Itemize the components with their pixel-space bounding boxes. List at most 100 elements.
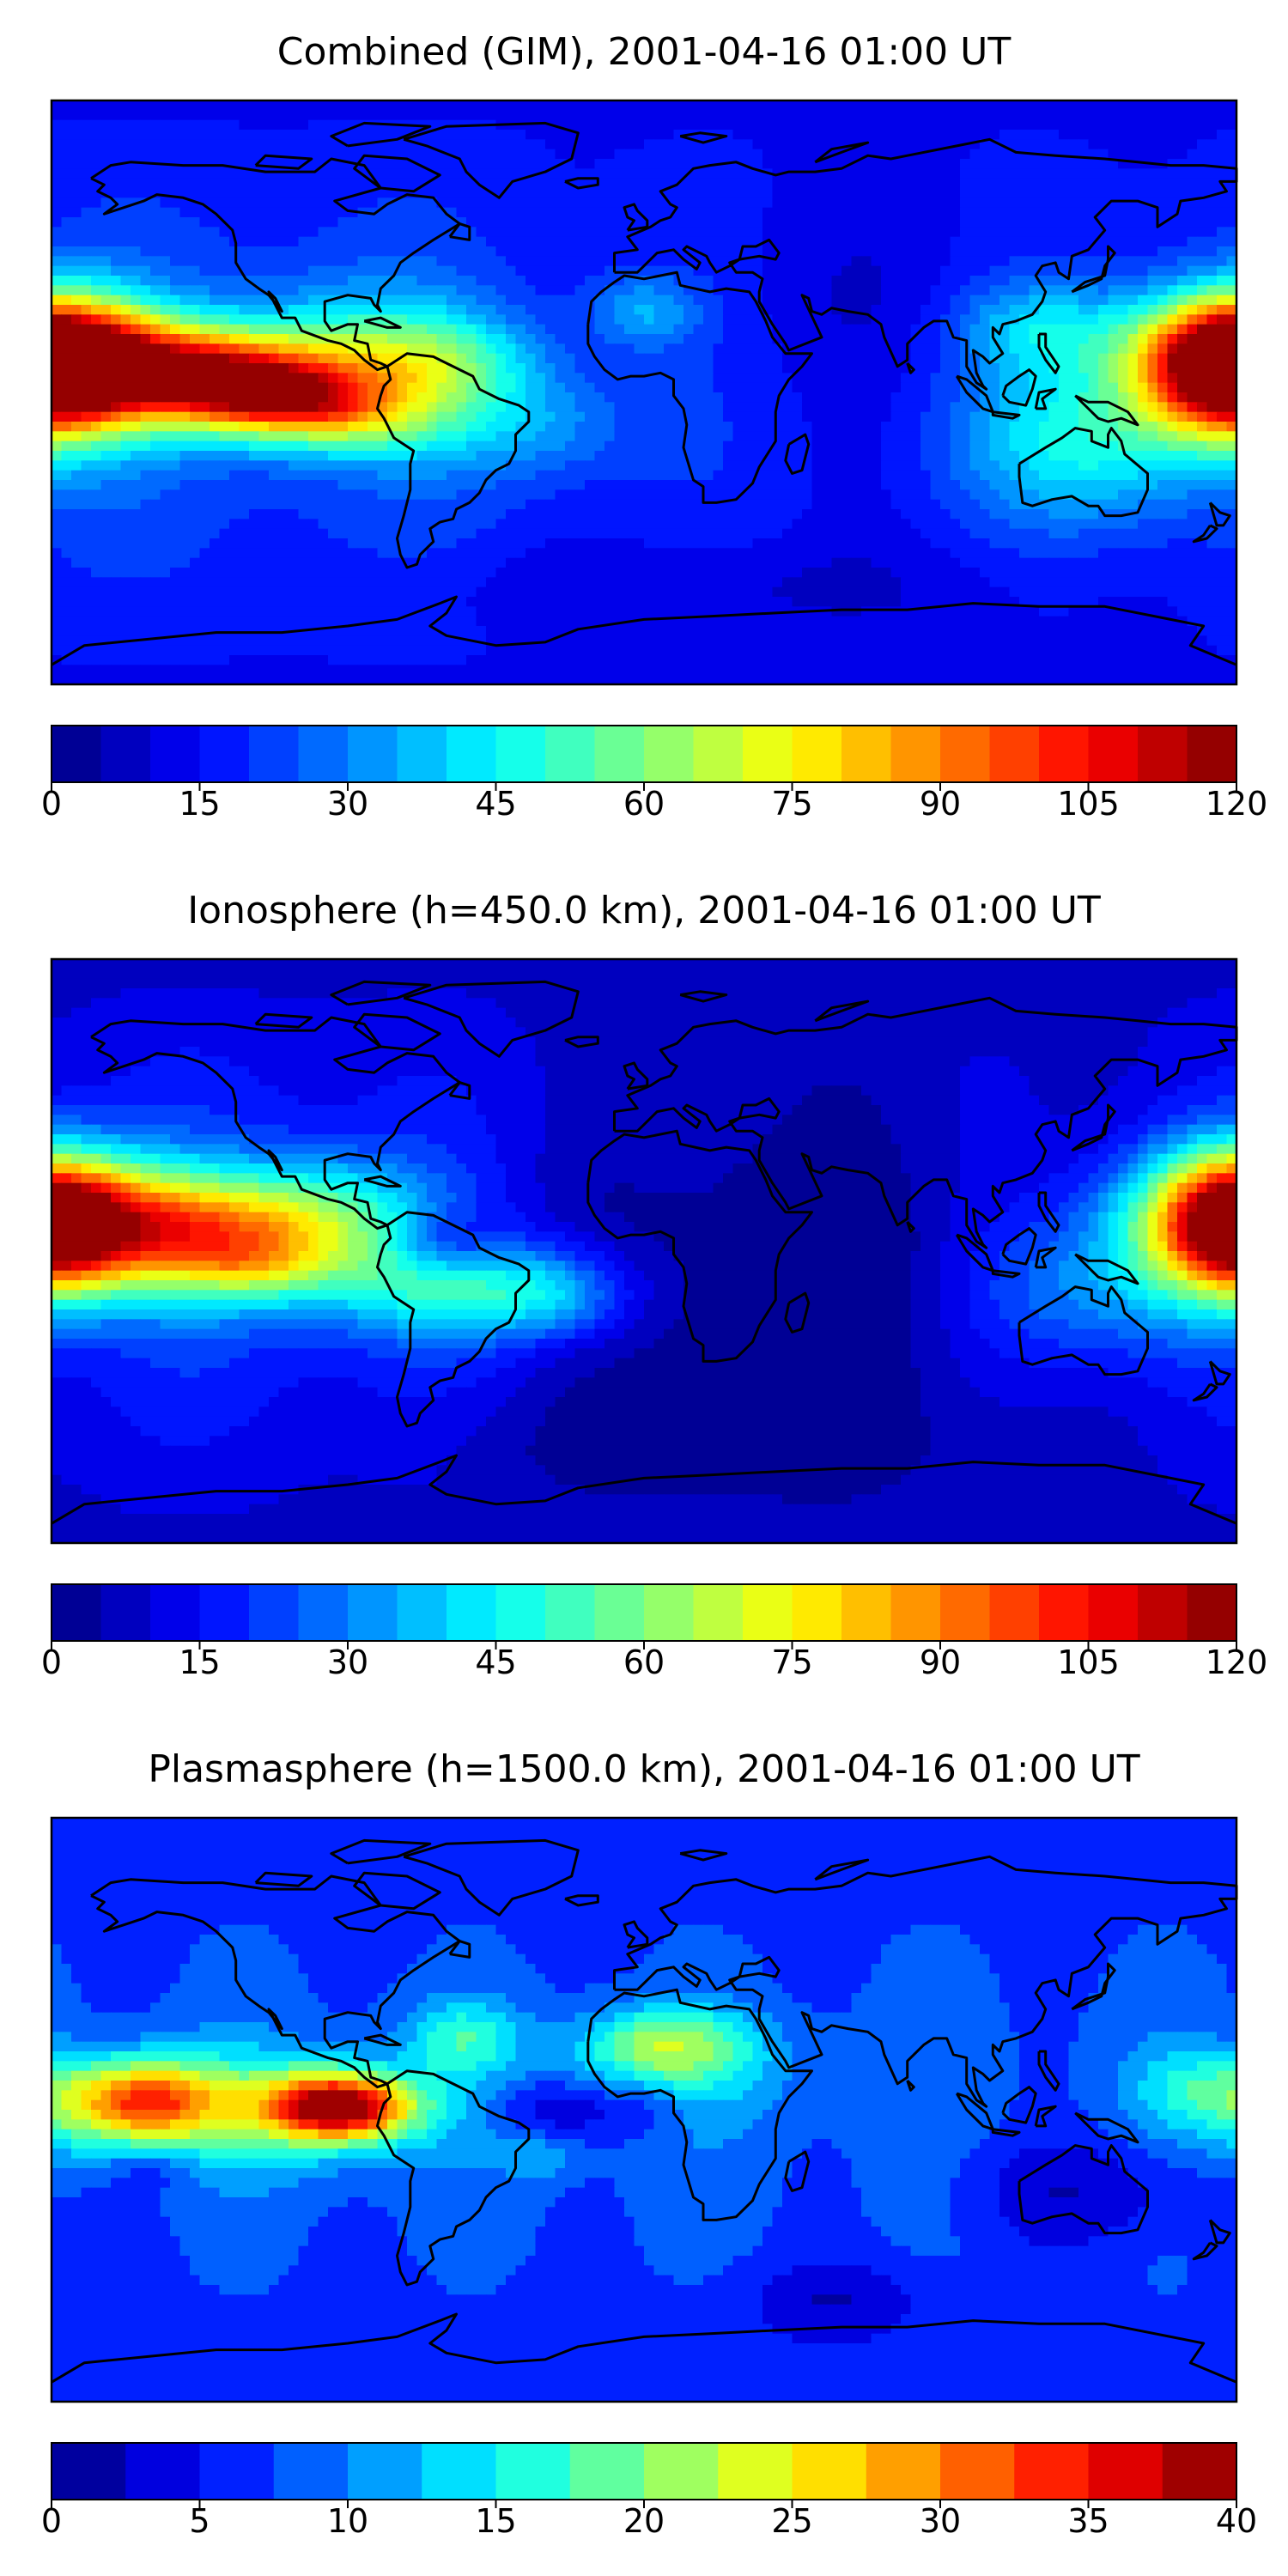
colorbar-segment <box>1162 2443 1237 2500</box>
heatmap-field <box>52 1818 1237 2403</box>
colorbar-segment <box>940 1584 990 1641</box>
colorbar-segment <box>298 726 349 782</box>
map-frame <box>50 99 1238 686</box>
colorbar-tick-label: 20 <box>623 2502 665 2540</box>
colorbar-tick-label: 30 <box>920 2502 961 2540</box>
colorbar-segment <box>841 1584 891 1641</box>
colorbar-segment <box>150 1584 200 1641</box>
colorbar-segment <box>298 1584 349 1641</box>
coastlines <box>51 121 1238 666</box>
colorbar-tick-label: 105 <box>1057 785 1120 823</box>
colorbar-segment <box>1039 1584 1089 1641</box>
colorbar-tick-label: 75 <box>771 1643 812 1681</box>
colorbar-segment <box>447 1584 496 1641</box>
colorbar-segment <box>397 726 447 782</box>
colorbar-tick-label: 120 <box>1206 785 1268 823</box>
colorbar-segment <box>348 2443 422 2500</box>
colorbar: 0 15 30 45 60 75 90 105 120 <box>41 725 1268 823</box>
colorbar-tick-label: 105 <box>1057 1643 1120 1681</box>
colorbar-segment <box>792 1584 842 1641</box>
colorbar-segment <box>495 1584 546 1641</box>
colorbar-tick-label: 25 <box>771 2502 812 2540</box>
colorbar-segment <box>52 726 101 782</box>
colorbar-tick-label: 60 <box>623 785 665 823</box>
colorbar-segment <box>150 726 200 782</box>
colorbar-tick-label: 120 <box>1206 1643 1268 1681</box>
colorbar-segment <box>495 2443 571 2500</box>
colorbar-segment <box>545 1584 595 1641</box>
panel-title: Ionosphere (h=450.0 km), 2001-04-16 01:0… <box>187 889 1101 933</box>
colorbar-segment <box>249 726 299 782</box>
colorbar-tick-label: 40 <box>1216 2502 1257 2540</box>
colorbar-tick-label: 90 <box>920 1643 961 1681</box>
colorbar-tick-label: 35 <box>1067 2502 1109 2540</box>
map-frame <box>50 1816 1238 2403</box>
colorbar-segment <box>1187 726 1237 782</box>
colorbar: 0 5 10 15 20 25 30 35 40 <box>41 2442 1257 2540</box>
colorbar-segment <box>348 726 398 782</box>
colorbar-segment <box>940 2443 1015 2500</box>
map-frame <box>50 957 1238 1545</box>
colorbar-tick-label: 0 <box>41 2502 62 2540</box>
map-panel-1: Combined (GIM), 2001-04-16 01:00 UT 0 15 30… <box>41 30 1267 823</box>
colorbar-segment <box>1187 1584 1237 1641</box>
colorbar-segment <box>249 1584 299 1641</box>
colorbar-tick-label: 5 <box>189 2502 210 2540</box>
colorbar-tick-label: 15 <box>475 2502 516 2540</box>
colorbar-tick-label: 10 <box>327 2502 368 2540</box>
colorbar-tick-label: 75 <box>771 785 812 823</box>
colorbar-segment <box>545 726 595 782</box>
colorbar-segment <box>866 2443 941 2500</box>
coastlines <box>51 1838 1238 2384</box>
colorbar-segment <box>644 2443 719 2500</box>
colorbar-segment <box>693 726 744 782</box>
colorbar-segment <box>125 2443 200 2500</box>
colorbar-tick-label: 45 <box>475 1643 516 1681</box>
colorbar-segment <box>718 2443 793 2500</box>
colorbar: 0 15 30 45 60 75 90 105 120 <box>41 1583 1268 1681</box>
colorbar-segment <box>199 2443 275 2500</box>
colorbar-segment <box>743 1584 793 1641</box>
colorbar-segment <box>569 2443 645 2500</box>
colorbar-segment <box>100 1584 151 1641</box>
colorbar-tick-label: 60 <box>623 1643 665 1681</box>
colorbar-segment <box>890 1584 941 1641</box>
colorbar-segment <box>447 726 496 782</box>
colorbar-segment <box>1014 2443 1089 2500</box>
colorbar-segment <box>199 726 250 782</box>
colorbar-segment <box>594 1584 645 1641</box>
colorbar-segment <box>100 726 151 782</box>
colorbar-segment <box>841 726 891 782</box>
map-panel-2: Ionosphere (h=450.0 km), 2001-04-16 01:0… <box>41 889 1267 1681</box>
map-panel-3: Plasmasphere (h=1500.0 km), 2001-04-16 0… <box>41 1747 1257 2540</box>
panel-title: Plasmasphere (h=1500.0 km), 2001-04-16 0… <box>148 1747 1139 1791</box>
colorbar-segment <box>273 2443 349 2500</box>
colorbar-segment <box>594 726 645 782</box>
colorbar-segment <box>1088 2443 1163 2500</box>
colorbar-segment <box>397 1584 447 1641</box>
colorbar-segment <box>1088 726 1139 782</box>
colorbar-segment <box>890 726 941 782</box>
colorbar-tick-label: 30 <box>327 1643 368 1681</box>
colorbar-tick-label: 15 <box>179 1643 220 1681</box>
colorbar-segment <box>1039 726 1089 782</box>
colorbar-segment <box>422 2443 496 2500</box>
colorbar-segment <box>989 726 1040 782</box>
colorbar-segment <box>348 1584 398 1641</box>
heatmap-field <box>52 959 1237 1544</box>
colorbar-segment <box>743 726 793 782</box>
colorbar-tick-label: 0 <box>41 785 62 823</box>
coastlines <box>51 980 1238 1525</box>
colorbar-segment <box>940 726 990 782</box>
colorbar-segment <box>644 726 694 782</box>
colorbar-segment <box>52 1584 101 1641</box>
heatmap-field <box>52 100 1237 685</box>
colorbar-tick-label: 0 <box>41 1643 62 1681</box>
colorbar-segment <box>495 726 546 782</box>
colorbar-segment <box>989 1584 1040 1641</box>
colorbar-segment <box>792 2443 867 2500</box>
colorbar-segment <box>693 1584 744 1641</box>
colorbar-segment <box>1138 1584 1188 1641</box>
colorbar-tick-label: 45 <box>475 785 516 823</box>
